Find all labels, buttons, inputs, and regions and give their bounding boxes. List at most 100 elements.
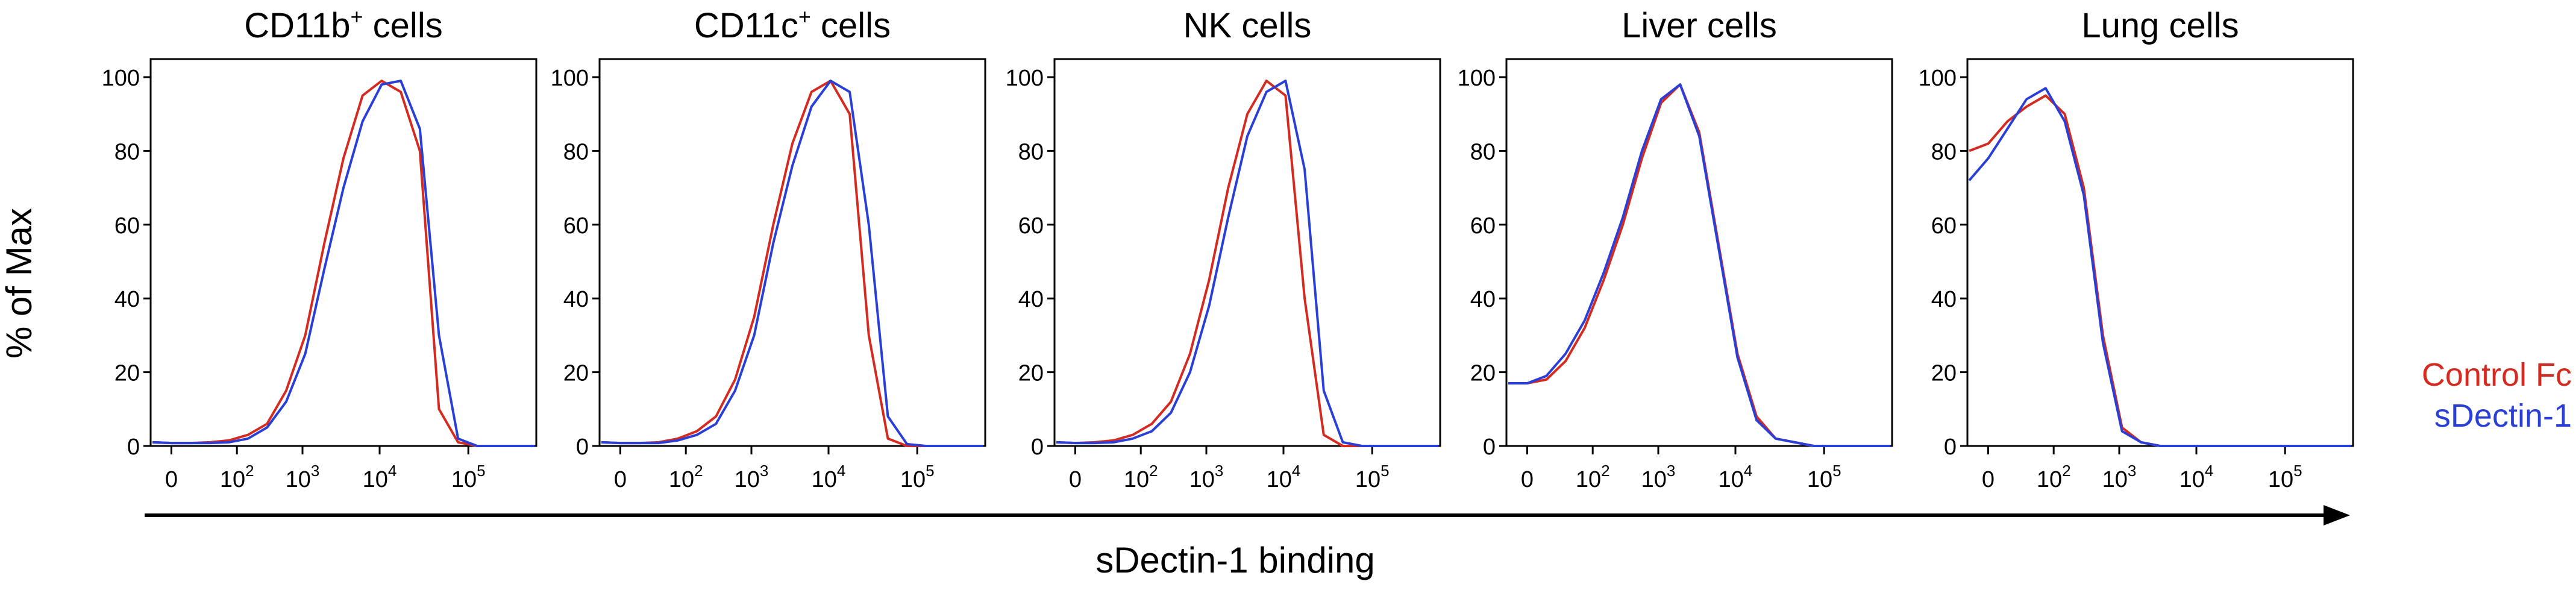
y-tick-label: 20 [114, 361, 140, 386]
x-tick-exponent: 2 [694, 462, 703, 480]
x-tick-base: 10 [812, 467, 837, 492]
x-tick-label: 103 [1641, 462, 1676, 492]
x-tick-label: 0 [165, 467, 178, 492]
x-tick-base: 0 [165, 467, 178, 492]
x-tick-label: 103 [2102, 462, 2137, 492]
x-tick-label: 104 [2180, 462, 2214, 492]
series-line [1056, 80, 1438, 447]
x-tick-base: 10 [735, 467, 760, 492]
plot-frame [1505, 58, 1893, 447]
y-tick-label: 20 [563, 361, 589, 386]
y-tick-label: 100 [1006, 66, 1044, 91]
panel-title-superscript: + [351, 4, 363, 29]
x-tick-label: 0 [1069, 467, 1082, 492]
y-tick-label: 0 [1944, 435, 1957, 460]
panel-title: CD11c+ cells [694, 4, 891, 45]
x-tick-base: 10 [1124, 467, 1149, 492]
y-tick-label: 100 [1919, 66, 1957, 91]
x-tick-exponent: 2 [1149, 462, 1158, 480]
x-tick-label: 0 [1521, 467, 1534, 492]
x-tick-exponent: 4 [837, 462, 845, 480]
x-tick-exponent: 5 [1380, 462, 1389, 480]
panel-title-main: CD11c [694, 6, 798, 45]
panel-title: Lung cells [2081, 6, 2239, 45]
x-tick-base: 0 [1069, 467, 1082, 492]
x-tick-exponent: 5 [2293, 462, 2302, 480]
x-tick-exponent: 3 [1215, 462, 1223, 480]
x-tick-exponent: 5 [926, 462, 934, 480]
y-tick-label: 80 [114, 139, 140, 165]
y-tick-label: 0 [576, 435, 589, 460]
x-tick-label: 105 [1355, 462, 1390, 492]
y-tick-label: 60 [1018, 213, 1044, 239]
x-tick-exponent: 4 [388, 462, 396, 480]
y-axis-label: % of Max [0, 208, 39, 359]
plot-frame [1053, 58, 1441, 447]
x-tick-base: 0 [1521, 467, 1534, 492]
x-tick-base: 10 [451, 467, 477, 492]
x-tick-exponent: 5 [477, 462, 485, 480]
y-tick-label: 0 [127, 435, 140, 460]
x-tick-exponent: 4 [2205, 462, 2213, 480]
panel-title-rest: cells [363, 6, 443, 45]
series-line [1508, 83, 1890, 447]
y-tick-label: 60 [563, 213, 589, 239]
y-tick-label: 40 [1470, 287, 1496, 312]
panel-title-main: CD11b [244, 6, 350, 45]
x-tick-base: 10 [1576, 467, 1601, 492]
x-tick-label: 102 [2037, 462, 2071, 492]
y-tick-label: 20 [1018, 361, 1044, 386]
x-tick-exponent: 4 [1292, 462, 1300, 480]
series-line [1969, 94, 2351, 447]
x-tick-exponent: 2 [1601, 462, 1609, 480]
x-axis-arrow [145, 505, 2350, 526]
x-axis-label: sDectin-1 binding [1095, 540, 1375, 580]
x-tick-label: 102 [669, 462, 703, 492]
plot-frame [1966, 58, 2354, 447]
series-line [601, 80, 983, 447]
x-tick-base: 10 [2180, 467, 2205, 492]
plot-frame [149, 58, 537, 447]
panel-title-main: Lung cells [2081, 6, 2239, 45]
panel-title-main: NK cells [1183, 6, 1312, 45]
x-tick-base: 10 [2037, 467, 2062, 492]
legend-entry: Control Fc [2422, 357, 2572, 393]
y-tick-label: 40 [563, 287, 589, 312]
x-tick-base: 0 [614, 467, 627, 492]
x-tick-label: 105 [1807, 462, 1841, 492]
y-tick-label: 60 [1470, 213, 1496, 239]
y-tick-label: 0 [1483, 435, 1496, 460]
x-tick-label: 104 [363, 462, 397, 492]
x-tick-base: 10 [1641, 467, 1667, 492]
x-tick-label: 105 [900, 462, 935, 492]
x-tick-base: 10 [286, 467, 311, 492]
y-tick-label: 40 [1018, 287, 1044, 312]
x-tick-label: 103 [1189, 462, 1224, 492]
x-tick-label: 103 [286, 462, 320, 492]
x-tick-label: 102 [1576, 462, 1610, 492]
y-tick-label: 0 [1031, 435, 1044, 460]
y-tick-label: 60 [1931, 213, 1957, 239]
x-tick-base: 10 [1189, 467, 1215, 492]
y-tick-label: 80 [1018, 139, 1044, 165]
x-tick-exponent: 2 [2062, 462, 2070, 480]
x-tick-base: 10 [2102, 467, 2128, 492]
legend: Control Fc sDectin-1 [2422, 357, 2572, 434]
y-tick-label: 100 [1458, 66, 1496, 91]
x-tick-label: 0 [614, 467, 627, 492]
x-tick-exponent: 2 [245, 462, 254, 480]
panel-title-superscript: + [798, 4, 811, 29]
x-tick-label: 104 [812, 462, 846, 492]
x-tick-base: 0 [1982, 467, 1995, 492]
x-tick-exponent: 3 [2128, 462, 2136, 480]
x-tick-base: 10 [1719, 467, 1744, 492]
panel-title: Liver cells [1622, 6, 1777, 45]
x-tick-base: 10 [900, 467, 926, 492]
x-tick-label: 105 [2268, 462, 2302, 492]
x-tick-base: 10 [669, 467, 694, 492]
